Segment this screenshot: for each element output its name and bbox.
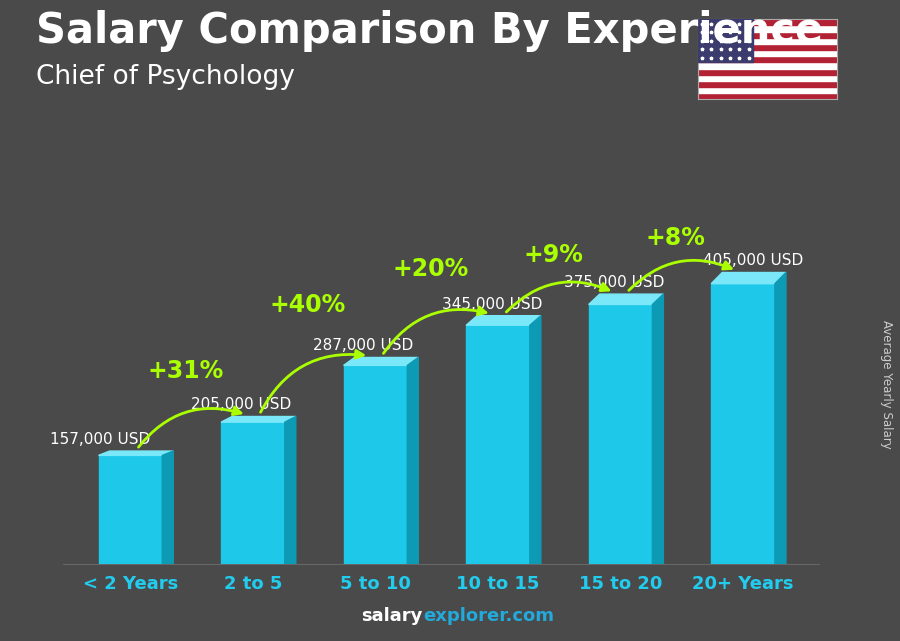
- Text: +31%: +31%: [148, 358, 224, 383]
- Polygon shape: [162, 451, 174, 564]
- Text: 157,000 USD: 157,000 USD: [50, 432, 150, 447]
- Text: 287,000 USD: 287,000 USD: [313, 338, 413, 353]
- Bar: [698, 75, 837, 81]
- FancyArrowPatch shape: [629, 260, 731, 290]
- Text: explorer.com: explorer.com: [423, 607, 554, 625]
- Bar: [698, 31, 837, 38]
- Polygon shape: [466, 315, 541, 325]
- Text: +20%: +20%: [392, 257, 469, 281]
- Polygon shape: [652, 294, 663, 564]
- Polygon shape: [221, 417, 296, 422]
- Bar: [698, 69, 837, 75]
- Bar: [698, 38, 837, 44]
- FancyArrowPatch shape: [507, 282, 608, 312]
- Text: +8%: +8%: [645, 226, 706, 250]
- Bar: [698, 44, 837, 50]
- Text: 405,000 USD: 405,000 USD: [703, 253, 803, 269]
- Bar: [698, 62, 837, 69]
- Bar: [698, 81, 837, 87]
- Bar: [698, 50, 837, 56]
- FancyArrowPatch shape: [139, 407, 241, 447]
- Bar: [589, 304, 652, 564]
- Text: salary: salary: [362, 607, 423, 625]
- Polygon shape: [711, 272, 786, 284]
- Text: Average Yearly Salary: Average Yearly Salary: [880, 320, 893, 449]
- Bar: [698, 19, 753, 62]
- Bar: [221, 422, 284, 564]
- Polygon shape: [98, 451, 174, 455]
- Bar: [698, 87, 837, 93]
- Bar: [698, 93, 837, 99]
- Text: 345,000 USD: 345,000 USD: [442, 297, 542, 312]
- Polygon shape: [408, 358, 418, 564]
- Bar: [98, 455, 162, 564]
- Bar: [698, 26, 837, 31]
- Text: +9%: +9%: [523, 243, 583, 267]
- Text: 205,000 USD: 205,000 USD: [191, 397, 291, 412]
- Polygon shape: [589, 294, 663, 304]
- Polygon shape: [530, 315, 541, 564]
- Bar: [698, 19, 837, 26]
- Polygon shape: [775, 272, 786, 564]
- Text: Chief of Psychology: Chief of Psychology: [36, 64, 295, 90]
- Polygon shape: [284, 417, 296, 564]
- FancyArrowPatch shape: [261, 351, 364, 412]
- Bar: [711, 284, 775, 564]
- Polygon shape: [344, 358, 418, 365]
- Text: 375,000 USD: 375,000 USD: [564, 275, 664, 290]
- FancyArrowPatch shape: [383, 307, 486, 353]
- Bar: [466, 325, 530, 564]
- Bar: [344, 365, 408, 564]
- Text: +40%: +40%: [270, 292, 346, 317]
- Text: Salary Comparison By Experience: Salary Comparison By Experience: [36, 10, 824, 52]
- Bar: [698, 56, 837, 62]
